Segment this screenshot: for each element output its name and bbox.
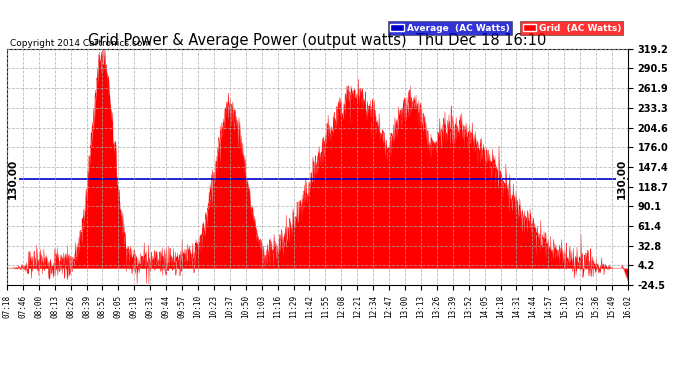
Text: 130.00: 130.00 — [617, 159, 627, 199]
Text: Copyright 2014 Cartronics.com: Copyright 2014 Cartronics.com — [10, 39, 152, 48]
Title: Grid Power & Average Power (output watts)  Thu Dec 18 16:10: Grid Power & Average Power (output watts… — [88, 33, 546, 48]
Text: 130.00: 130.00 — [8, 159, 18, 199]
Legend: Grid  (AC Watts): Grid (AC Watts) — [520, 21, 623, 35]
